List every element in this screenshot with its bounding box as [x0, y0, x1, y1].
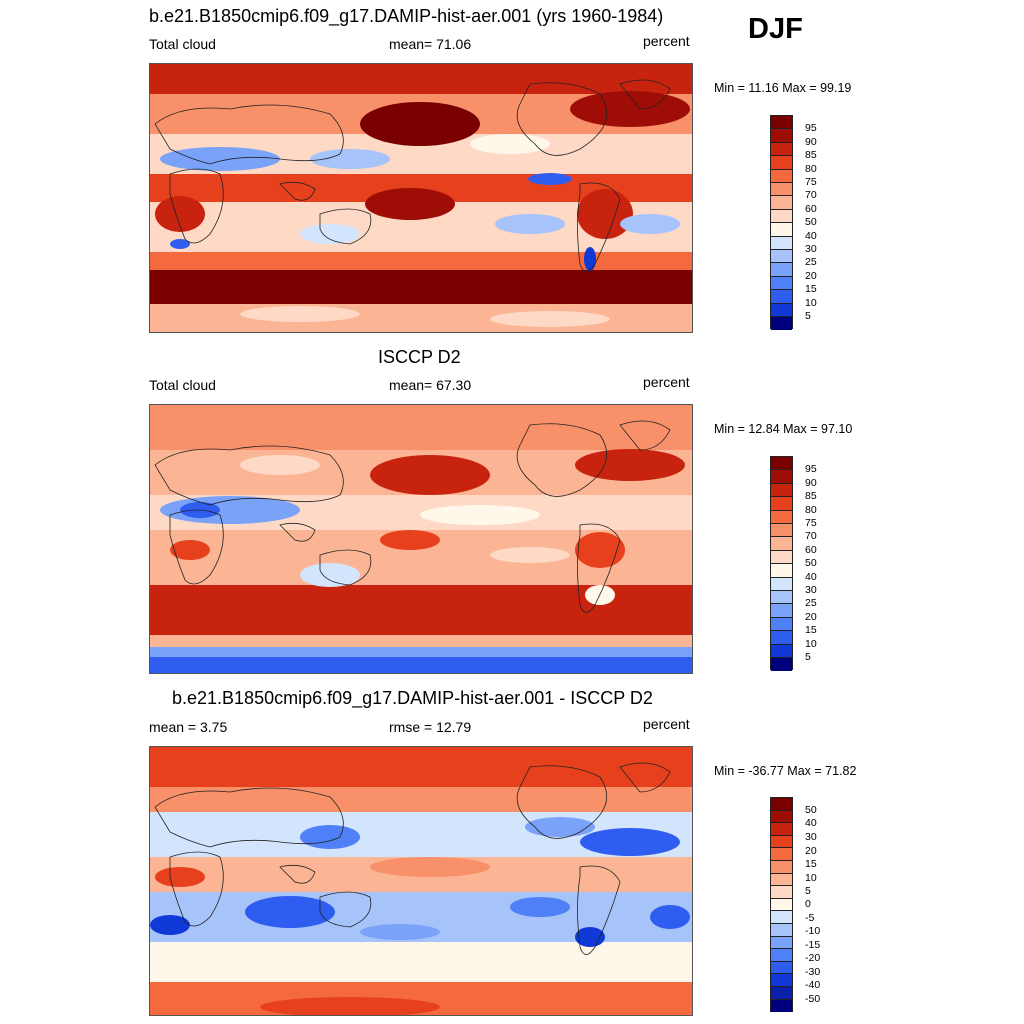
minmax-label: Min = -36.77 Max = 71.82 — [714, 764, 857, 778]
colorbar-tick-label: 25 — [805, 597, 817, 609]
colorbar-model — [770, 115, 793, 330]
units-label: percent — [643, 374, 690, 390]
rmse-label: rmse = 12.79 — [389, 719, 472, 735]
cloud-map-observed — [149, 404, 693, 674]
colorbar-tick-label: 5 — [805, 885, 811, 897]
colorbar-tick-label: 75 — [805, 176, 817, 188]
variable-label: Total cloud — [149, 377, 216, 393]
colorbar-tick-label: 95 — [805, 122, 817, 134]
colorbar-tick-label: -10 — [805, 925, 821, 937]
colorbar-tick-label: 50 — [805, 557, 817, 569]
colorbar-tick-label: 15 — [805, 624, 817, 636]
minmax-label: Min = 11.16 Max = 99.19 — [714, 81, 852, 95]
colorbar-tick-label: 40 — [805, 230, 817, 242]
colorbar-tick-label: 60 — [805, 544, 817, 556]
panel-title: b.e21.B1850cmip6.f09_g17.DAMIP-hist-aer.… — [149, 6, 664, 26]
colorbar-tick-label: 30 — [805, 584, 817, 596]
colorbar-tick-label: 30 — [805, 831, 817, 843]
variable-label: Total cloud — [149, 36, 216, 52]
colorbar-tick-label: 70 — [805, 530, 817, 542]
colorbar-tick-label: -30 — [805, 966, 821, 978]
colorbar-tick-label: 10 — [805, 872, 817, 884]
colorbar-tick-label: 15 — [805, 858, 817, 870]
colorbar-tick-label: 0 — [805, 898, 811, 910]
colorbar-tick-label: 50 — [805, 216, 817, 228]
colorbar-tick-label: 10 — [805, 297, 817, 309]
colorbar-tick-label: 70 — [805, 189, 817, 201]
units-label: percent — [643, 716, 690, 732]
colorbar-tick-label: 5 — [805, 310, 811, 322]
colorbar-tick-label: 20 — [805, 611, 817, 623]
colorbar-tick-label: 40 — [805, 571, 817, 583]
season-label: DJF — [748, 13, 803, 45]
colorbar-tick-label: 10 — [805, 638, 817, 650]
colorbar-tick-label: 95 — [805, 463, 817, 475]
colorbar-tick-label: 80 — [805, 504, 817, 516]
panel-title: b.e21.B1850cmip6.f09_g17.DAMIP-hist-aer.… — [172, 688, 653, 708]
cloud-map-difference — [149, 746, 693, 1016]
colorbar-tick-label: -5 — [805, 912, 815, 924]
colorbar-tick-label: 90 — [805, 136, 817, 148]
colorbar-tick-label: 5 — [805, 651, 811, 663]
colorbar-tick-label: 40 — [805, 817, 817, 829]
colorbar-tick-label: 90 — [805, 477, 817, 489]
colorbar-tick-label: 85 — [805, 490, 817, 502]
colorbar-difference — [770, 797, 793, 1012]
mean-label: mean = 3.75 — [149, 719, 228, 735]
colorbar-tick-label: -40 — [805, 979, 821, 991]
cloud-map-model — [149, 63, 693, 333]
colorbar-tick-label: 15 — [805, 283, 817, 295]
colorbar-tick-label: 50 — [805, 804, 817, 816]
minmax-label: Min = 12.84 Max = 97.10 — [714, 422, 853, 436]
colorbar-tick-label: -50 — [805, 993, 821, 1005]
colorbar-tick-label: -15 — [805, 939, 821, 951]
colorbar-tick-label: 80 — [805, 163, 817, 175]
mean-label: mean= 67.30 — [389, 377, 472, 393]
colorbar-tick-label: 25 — [805, 256, 817, 268]
mean-label: mean= 71.06 — [389, 36, 472, 52]
colorbar-observed — [770, 456, 793, 671]
colorbar-tick-label: -20 — [805, 952, 821, 964]
colorbar-tick-label: 20 — [805, 845, 817, 857]
units-label: percent — [643, 33, 690, 49]
colorbar-tick-label: 60 — [805, 203, 817, 215]
colorbar-tick-label: 85 — [805, 149, 817, 161]
panel-title: ISCCP D2 — [378, 347, 461, 367]
colorbar-tick-label: 30 — [805, 243, 817, 255]
colorbar-tick-label: 75 — [805, 517, 817, 529]
colorbar-tick-label: 20 — [805, 270, 817, 282]
